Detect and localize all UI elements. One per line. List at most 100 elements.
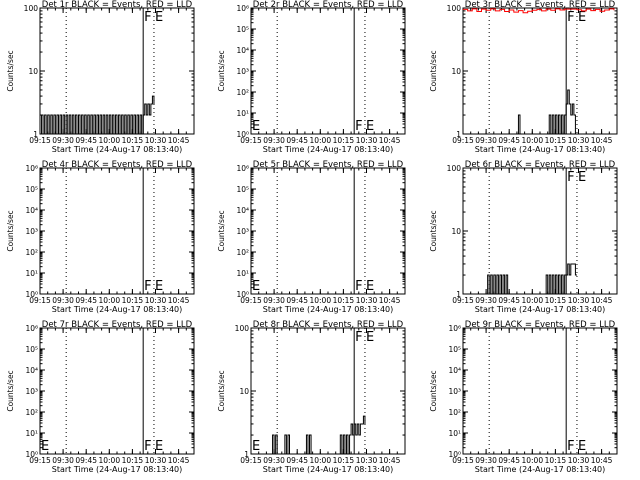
x-tick-label: 10:45 [168,136,190,145]
plot-frame [462,327,618,455]
x-tick-label: 09:15 [452,456,474,465]
x-tick-label: 10:45 [591,456,613,465]
plot-frame [462,167,618,295]
panel-title: Det 5r BLACK = Events, RED = LLD [253,160,404,170]
panel-title: Det 7r BLACK = Events, RED = LLD [42,320,193,330]
x-tick-label: 10:30 [145,456,167,465]
x-axis-label: Start Time (24-Aug-17 08:13:40) [475,305,606,314]
panel-title: Det 9r BLACK = Events, RED = LLD [465,320,616,330]
y-tick-label: 10⁵ [25,345,38,354]
x-tick-label: 10:00 [521,136,543,145]
x-tick-label: 09:15 [240,296,262,305]
plot-frame [39,327,195,455]
y-tick-label: 10 [239,387,249,396]
x-tick-label: 10:15 [333,456,355,465]
x-tick-label: 09:45 [286,456,308,465]
flag-letter: E [155,279,163,294]
y-tick-label: 10⁶ [448,324,461,333]
x-tick-label: 10:15 [122,456,144,465]
y-axis-label: Counts/sec [429,50,438,91]
y-tick-label: 10³ [25,227,38,236]
flag-letter: F [567,439,574,454]
x-tick-label: 09:45 [75,136,97,145]
y-tick-label: 10² [25,248,38,257]
y-tick-label: 10⁶ [236,164,249,173]
x-axis-label: Start Time (24-Aug-17 08:13:40) [52,145,183,154]
x-tick-label: 09:15 [240,456,262,465]
flag-letter: F [355,279,362,294]
x-tick-label: 10:15 [333,296,355,305]
x-tick-label: 09:30 [475,296,497,305]
y-tick-label: 10³ [236,67,249,76]
y-tick-label: 10⁶ [236,4,249,13]
x-tick-label: 10:00 [309,296,331,305]
y-tick-label: 10⁵ [25,185,38,194]
y-tick-label: 1 [244,450,249,459]
flag-letter: E [252,279,260,294]
x-axis-label: Start Time (24-Aug-17 08:13:40) [475,145,606,154]
y-tick-label: 10⁰ [236,290,249,299]
events-series-line [40,95,155,134]
x-tick-label: 10:15 [122,136,144,145]
x-tick-label: 09:45 [286,136,308,145]
x-tick-label: 09:15 [29,456,51,465]
x-tick-label: 10:45 [168,456,190,465]
flag-letter: F [144,10,151,25]
flag-letter: F [567,10,574,25]
detector-panel: Det 4r BLACK = Events, RED = LLD 10⁰ 10¹ 10… [6,160,195,314]
plot-frame [250,167,406,295]
y-tick-label: 10⁴ [25,366,38,375]
flag-letter: E [578,10,586,25]
events-series-line [463,89,577,134]
y-tick-label: 10¹ [25,429,38,438]
x-tick-label: 10:30 [568,456,590,465]
x-tick-label: 09:30 [52,456,74,465]
x-tick-label: 10:45 [168,296,190,305]
x-tick-label: 10:00 [521,296,543,305]
x-axis-label: Start Time (24-Aug-17 08:13:40) [263,305,394,314]
x-axis-label: Start Time (24-Aug-17 08:13:40) [263,145,394,154]
y-tick-label: 10² [236,248,249,257]
y-tick-label: 100 [447,164,462,173]
x-tick-label: 09:45 [498,456,520,465]
y-tick-label: 10⁶ [25,164,38,173]
x-tick-label: 09:15 [240,136,262,145]
x-tick-label: 10:30 [145,136,167,145]
x-tick-label: 09:30 [263,456,285,465]
y-axis-label: Counts/sec [429,370,438,411]
y-tick-label: 10¹ [25,269,38,278]
x-tick-label: 10:15 [545,456,567,465]
plot-frame [462,7,618,135]
x-tick-label: 10:30 [356,296,378,305]
y-tick-label: 10⁵ [448,345,461,354]
detector-panel: Det 9r BLACK = Events, RED = LLD 10⁰ 10¹ 10… [429,320,618,474]
y-axis-label: Counts/sec [6,370,15,411]
x-tick-label: 09:30 [475,136,497,145]
x-tick-label: 09:15 [29,136,51,145]
x-tick-label: 10:00 [309,456,331,465]
y-tick-label: 10 [28,67,38,76]
detector-panel: Det 8r BLACK = Events, RED = LLD 1 10 100 09… [217,320,406,474]
panel-title: Det 1r BLACK = Events, RED = LLD [42,0,193,10]
y-tick-label: 10 [451,227,461,236]
detector-panel: Det 3r BLACK = Events, RED = LLD 1 10 100 09… [429,0,618,154]
detector-panel: Det 7r BLACK = Events, RED = LLD 10⁰ 10¹ 10… [6,320,195,474]
x-tick-label: 10:30 [356,456,378,465]
x-tick-label: 09:30 [263,296,285,305]
y-axis-label: Counts/sec [6,210,15,251]
y-tick-label: 10⁰ [25,290,38,299]
flag-letter: E [578,170,586,185]
flag-letter: F [144,279,151,294]
x-axis-label: Start Time (24-Aug-17 08:13:40) [52,465,183,474]
y-tick-label: 10² [25,408,38,417]
flag-letter: E [155,10,163,25]
plot-frame [39,167,195,295]
x-tick-label: 09:15 [452,296,474,305]
x-tick-label: 10:15 [545,136,567,145]
x-tick-label: 09:45 [498,136,520,145]
y-tick-label: 10³ [236,227,249,236]
y-tick-label: 10⁴ [25,206,38,215]
flag-letter: E [252,439,260,454]
x-axis-label: Start Time (24-Aug-17 08:13:40) [52,305,183,314]
